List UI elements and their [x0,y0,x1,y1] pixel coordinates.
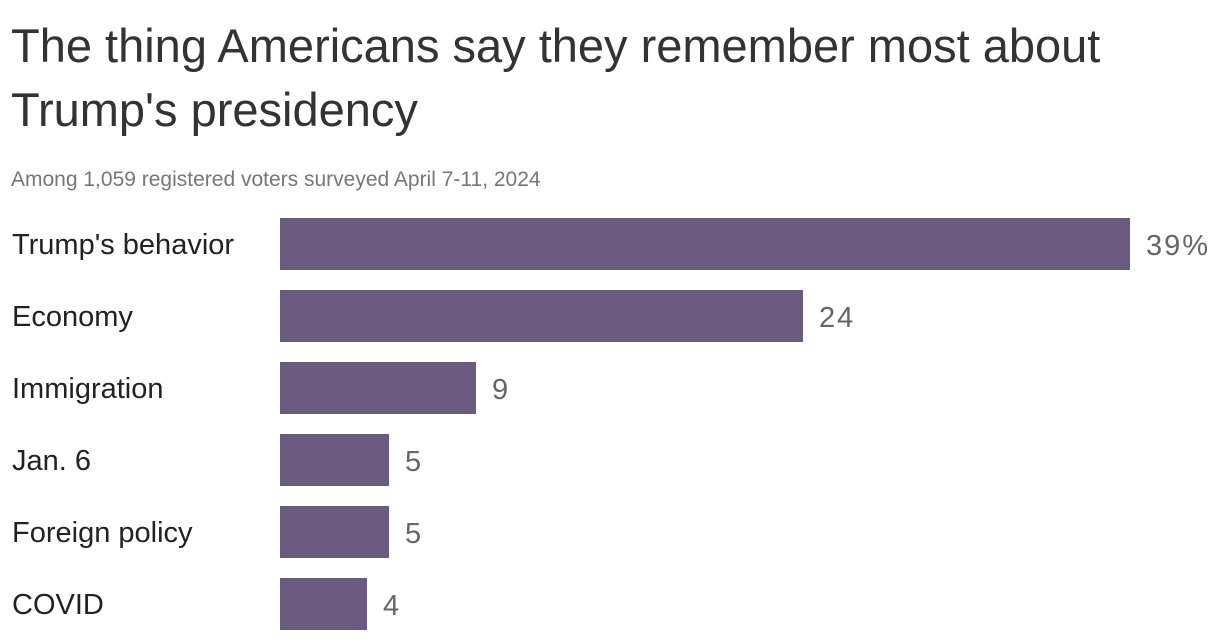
category-label: Immigration [12,373,164,405]
category-label: Economy [12,301,133,333]
value-label: 9 [492,374,510,406]
category-label: COVID [12,589,104,621]
bar [280,434,389,486]
value-label: 5 [405,446,423,478]
chart-title: The thing Americans say they remember mo… [11,19,1101,136]
value-label: 5 [405,518,423,550]
chart-subtitle: Among 1,059 registered voters surveyed A… [11,168,541,191]
bar [280,362,476,414]
bar [280,290,803,342]
bar [280,218,1130,270]
category-label: Foreign policy [12,517,193,549]
bar [280,578,367,630]
value-label: 4 [383,590,401,622]
category-label: Jan. 6 [12,445,91,477]
category-label: Trump's behavior [12,229,234,261]
value-label: 39% [1146,230,1210,262]
bar [280,506,389,558]
value-label: 24 [819,302,855,334]
